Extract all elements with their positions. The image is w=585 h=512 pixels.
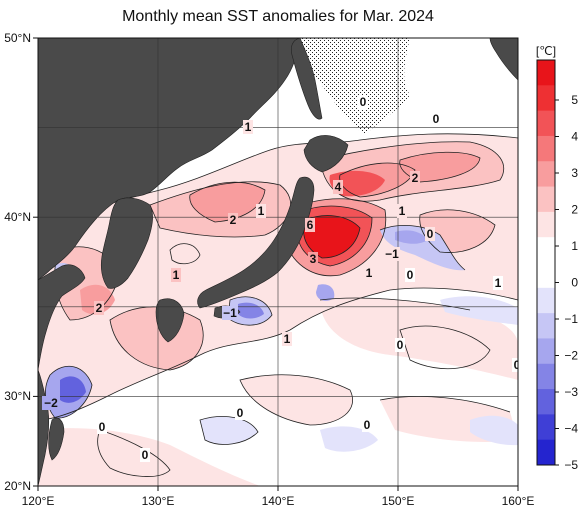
- contour-label: 1: [258, 204, 265, 218]
- colorbar-tick-label: 0: [571, 276, 578, 290]
- asia-mainland: [38, 38, 301, 281]
- colorbar-tick-label: 5: [571, 93, 578, 107]
- colorbar-swatch: [537, 60, 555, 86]
- contour-label: 6: [307, 218, 314, 232]
- contour-label: 0: [237, 406, 244, 420]
- contour-label: −2: [44, 396, 58, 410]
- axis-ticks: [33, 37, 519, 491]
- colorbar-tick-label: −4: [564, 422, 578, 436]
- map-title: Monthly mean SST anomalies for Mar. 2024: [122, 8, 434, 25]
- longitude-labels: 120°E 130°E 140°E 150°E 160°E: [22, 494, 535, 508]
- contour-label: 2: [96, 301, 103, 315]
- contour-label: 0: [99, 420, 106, 434]
- colorbar-swatch: [537, 313, 555, 339]
- map-field: 1 0 0 4 2 6 2 1 1 0 3 −1 1 0: [38, 38, 521, 486]
- latitude-labels: 50°N 40°N 30°N 20°N: [4, 31, 31, 493]
- lon-label: 160°E: [502, 494, 535, 508]
- colorbar-tick-label: −3: [564, 385, 578, 399]
- contour-label: 2: [230, 213, 237, 227]
- colorbar-swatch: [537, 338, 555, 365]
- contour-label: 0: [427, 227, 434, 241]
- contour-label: 0: [514, 358, 521, 372]
- colorbar-swatch: [537, 211, 555, 238]
- lat-label: 30°N: [4, 389, 31, 403]
- contour-label: 0: [397, 338, 404, 352]
- korean-peninsula: [100, 197, 153, 289]
- contour-label: 1: [245, 120, 252, 134]
- kamchatka: [489, 38, 518, 81]
- contour-label: 0: [360, 95, 367, 109]
- colorbar-swatch: [537, 237, 555, 263]
- contour-label: 0: [142, 448, 149, 462]
- lat-label: 50°N: [4, 31, 31, 45]
- contour-label: 1: [284, 332, 291, 346]
- colorbar-tick-label: 1: [571, 239, 578, 253]
- contour-label: 0: [364, 418, 371, 432]
- colorbar-tick-label: 4: [571, 130, 578, 144]
- lon-label: 150°E: [382, 494, 415, 508]
- colorbar-swatch: [537, 85, 555, 112]
- colorbar-unit: [℃]: [536, 44, 556, 58]
- taiwan: [48, 417, 65, 461]
- negative-anomaly-shading: [45, 225, 518, 452]
- contour-label: −1: [385, 247, 399, 261]
- contour-label: 1: [366, 266, 373, 280]
- contour-label: −1: [223, 306, 237, 320]
- lon-label: 120°E: [22, 494, 55, 508]
- contour-label: 3: [310, 252, 317, 266]
- hokkaido: [303, 135, 349, 173]
- graticule: [38, 38, 518, 486]
- lat-label: 20°N: [4, 479, 31, 493]
- contour-label: 4: [335, 180, 342, 194]
- colorbar-tick-label: 3: [571, 166, 578, 180]
- kyushu: [155, 298, 185, 343]
- colorbar-tick-label: 2: [571, 203, 578, 217]
- colorbar-swatch: [537, 287, 555, 314]
- colorbar-swatch: [537, 161, 555, 188]
- colorbar-swatch: [537, 110, 555, 137]
- colorbar-swatch: [537, 414, 555, 441]
- lon-label: 140°E: [262, 494, 295, 508]
- colorbar-tick-label: −5: [564, 458, 578, 472]
- contour-label: 0: [433, 112, 440, 126]
- colorbar-swatch: [537, 363, 555, 390]
- contour-label: 1: [173, 268, 180, 282]
- colorbar-tick-label: −1: [564, 312, 578, 326]
- colorbar-tick-label: −2: [564, 349, 578, 363]
- contour-labels: 1 0 0 4 2 6 2 1 1 0 3 −1 1 0: [42, 95, 521, 462]
- colorbar-swatches: [537, 60, 555, 466]
- contour-label: 0: [407, 268, 414, 282]
- colorbar-ticks: 5 4 3 2 1 0 −1 −2 −3 −4 −5: [555, 93, 578, 472]
- colorbar-swatch: [537, 186, 555, 213]
- china-coast: [38, 264, 86, 371]
- sea-ice-region: [300, 38, 410, 135]
- colorbar-swatch: [537, 389, 555, 415]
- colorbar-frame: [536, 59, 556, 466]
- colorbar-swatch: [537, 135, 555, 162]
- colorbar-swatch: [537, 439, 555, 466]
- china-southeast-coast: [38, 369, 50, 486]
- contour-label: 1: [399, 204, 406, 218]
- colorbar-swatch: [537, 262, 555, 289]
- lat-label: 40°N: [4, 210, 31, 224]
- lon-label: 130°E: [142, 494, 175, 508]
- contour-label: 2: [412, 171, 419, 185]
- sakhalin: [290, 38, 323, 120]
- contour-label: 1: [495, 276, 502, 290]
- colorbar: [℃] 5 4 3 2 1 0 −1 −2 −3 −4 −5: [536, 44, 578, 472]
